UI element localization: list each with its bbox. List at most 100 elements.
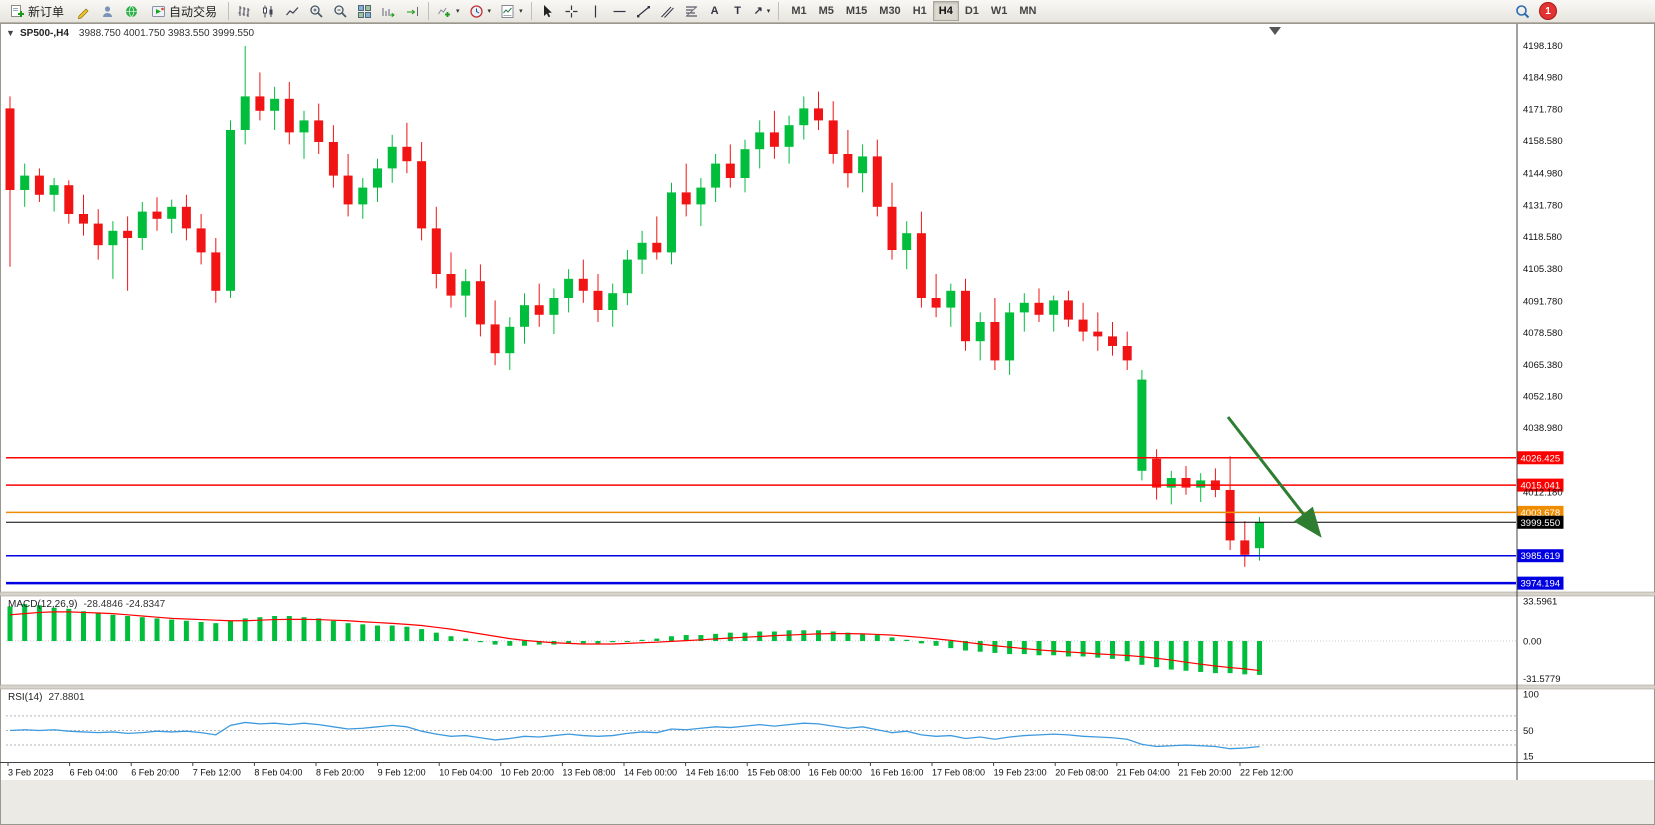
timeframe-m1[interactable]: M1 [785,1,812,21]
time-tick-label: 19 Feb 23:00 [994,768,1047,778]
candle-body [108,230,118,246]
window-background [0,780,1655,825]
axes[interactable]: 4198.180 4184.980 4171.780 4158.580 4144.980… [0,24,1655,780]
macd-histogram-bar [360,624,366,641]
macd-histogram-bar [1212,641,1218,674]
timeframe-m5[interactable]: M5 [813,1,840,21]
annotations[interactable] [1226,416,1322,538]
symbol-name: SP500-,H4 [20,28,69,39]
community-button[interactable] [96,1,119,21]
price-tick-label: 4171.780 [1523,104,1563,115]
candle-body [417,161,427,229]
fibonacci-button[interactable] [680,1,703,21]
macd-title: MACD(12,26,9) [8,599,77,610]
chart-area-background[interactable] [0,23,1655,825]
template-icon [500,4,515,19]
autotrading-button[interactable]: 自动交易 [144,1,224,21]
trendline-button[interactable] [632,1,655,21]
candle-body [328,142,338,176]
dropdown-caret-icon: ▾ [766,8,771,15]
candle-body [79,214,88,224]
tile-windows-button[interactable] [353,1,376,21]
macd-histogram-bar [830,631,836,641]
candle-body [49,185,59,195]
candle-body [1019,302,1029,313]
autotrading-icon [151,4,166,19]
arrows-button[interactable]: ↗ ▾ [750,1,775,21]
chart-background[interactable] [0,23,1655,825]
macd-tick-label: -31.5779 [1523,674,1561,685]
candle-body [961,290,970,342]
crosshair-button[interactable] [560,1,583,21]
candle-body [34,175,44,195]
toolbar-right: 1 [1511,1,1557,21]
macd-histogram-bar [639,639,645,641]
candle-body [137,211,147,238]
cursor-button[interactable] [536,1,559,21]
text-button[interactable]: A [704,1,726,21]
periods-button[interactable]: ▾ [465,1,496,21]
one-click-trading-toggle[interactable]: ▼ [6,28,15,38]
person-icon [100,4,115,19]
pane-separator[interactable] [0,684,1655,690]
macd-histogram-bar [242,618,248,641]
candle-body [1196,480,1206,488]
macd-histogram-bar [7,606,13,641]
text-label-button[interactable]: T [727,1,749,21]
trend-arrow[interactable] [1226,416,1322,538]
line-chart-button[interactable] [281,1,304,21]
candle-body [902,233,912,250]
zoom-out-button[interactable] [329,1,352,21]
horizontal-line-button[interactable] [608,1,631,21]
chart-shift-button[interactable] [401,1,424,21]
channel-button[interactable] [656,1,679,21]
macd-histogram-bar [139,617,145,641]
price-badge-label: 4015.041 [1521,481,1561,492]
timeframe-m15[interactable]: M15 [840,1,873,21]
timeframe-m30[interactable]: M30 [873,1,906,21]
zoom-in-button[interactable] [305,1,328,21]
pane-separator[interactable] [0,591,1655,597]
price-tick-label: 4105.380 [1523,264,1563,275]
chart-shift-icon [405,4,420,19]
templates-button[interactable]: ▾ [496,1,527,21]
macd-signal-line [9,611,1260,672]
zoom-in-icon [309,4,324,19]
timeframe-h1[interactable]: H1 [907,1,933,21]
chart-shift-marker[interactable] [1269,27,1281,35]
market-button[interactable] [120,1,143,21]
metaeditor-button[interactable] [72,1,95,21]
candle-body [314,120,324,142]
macd-tick-label: 0.00 [1523,637,1542,648]
auto-scroll-button[interactable] [377,1,400,21]
notification-badge[interactable]: 1 [1539,2,1557,20]
clock-icon [469,4,484,19]
bar-chart-button[interactable] [233,1,256,21]
candle-body [755,132,765,150]
search-button[interactable] [1511,1,1534,21]
new-order-button[interactable]: 新订单 [3,1,71,21]
macd-histogram-bar [654,638,660,641]
indicators-button[interactable]: ▾ [433,1,464,21]
candles [5,46,1264,567]
pencil-icon [76,4,91,19]
macd-histogram-bar [286,616,292,641]
timeframe-h4[interactable]: H4 [932,1,959,21]
candle-body [975,322,985,342]
timeframe-w1[interactable]: W1 [985,1,1014,21]
price-badge-label: 3999.550 [1521,518,1561,529]
timeframe-mn[interactable]: MN [1013,1,1042,21]
candle-body [226,130,235,291]
macd-histogram-bar [272,616,278,641]
price-badge-label: 4026.425 [1521,453,1561,464]
macd-histogram-bar [904,639,910,641]
vertical-line-button[interactable] [584,1,607,21]
chart-window[interactable]: 4026.425 4015.041 4003.678 3999.550 3985.619… [0,23,1655,825]
candlestick-chart-button[interactable] [257,1,280,21]
candle-body [1078,319,1088,332]
candle-body [931,298,941,308]
candle-body [475,281,485,325]
timeframe-d1[interactable]: D1 [959,1,985,21]
